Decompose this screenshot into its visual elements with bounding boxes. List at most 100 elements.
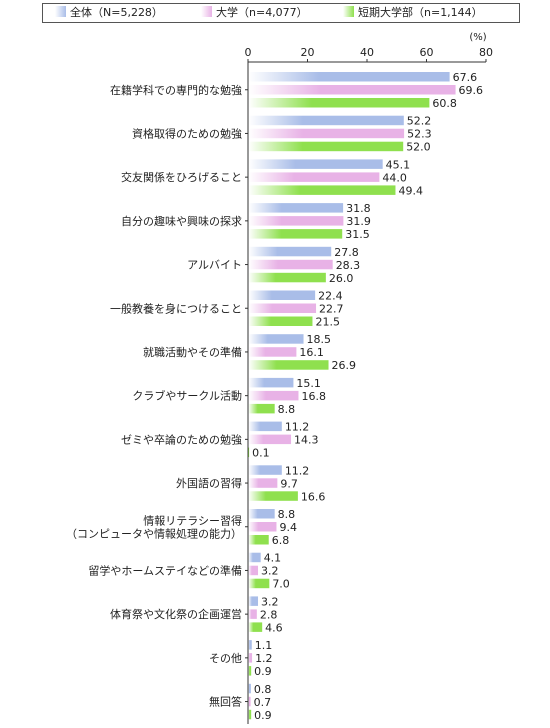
bar-junior-college [248,622,263,632]
bar-all [248,465,282,475]
bar-university [248,85,456,95]
value-label-junior-college: 4.6 [265,621,283,634]
value-label-university: 22.7 [319,303,344,316]
bar-all [248,596,259,606]
bar-all [248,552,261,563]
bar-university [248,653,253,663]
bar-junior-college [248,709,252,720]
value-label-junior-college: 49.4 [398,184,423,197]
bar-university [248,303,317,313]
bar-all [248,203,344,213]
value-label-junior-college: 26.0 [329,272,354,285]
bar-junior-college [248,491,298,501]
value-label-university: 16.8 [301,390,326,403]
bar-junior-college [248,272,326,283]
bar-university [248,434,292,445]
bar-university [248,172,380,182]
value-label-university: 1.2 [255,652,273,665]
value-label-university: 16.1 [299,346,324,359]
bar-university [248,696,251,707]
bar-junior-college [248,316,313,326]
category-label: 留学やホームステイなどの準備 [88,563,242,577]
bar-all [248,290,316,300]
value-label-university: 9.7 [280,477,298,490]
value-label-junior-college: 26.9 [332,359,357,372]
category-label: クラブやサークル活動 [132,389,242,403]
value-label-all: 8.8 [278,508,296,521]
value-label-university: 14.3 [294,434,319,447]
x-tick-label: 20 [301,46,315,59]
bar-junior-college [248,403,275,414]
value-label-junior-college: 7.0 [272,578,290,591]
bar-all [248,115,404,126]
category-label: 在籍学科での専門的な勉強 [110,83,242,97]
legend-item-university: 大学（n=4,077） [201,6,308,20]
category-label: 情報リテラシー習得 [143,514,242,527]
bar-university [248,609,257,619]
category-label: 一般教養を身につけること [110,301,242,315]
value-label-all: 18.5 [307,333,332,346]
category-label: その他 [209,652,242,665]
x-tick-label: 60 [420,46,434,59]
value-label-all: 31.8 [346,202,371,215]
bar-all [248,683,251,694]
value-label-junior-college: 8.8 [278,403,296,416]
unit-label: (%) [469,32,486,43]
bar-university [248,390,299,401]
value-label-junior-college: 0.9 [254,709,271,722]
value-label-junior-college: 0.1 [252,447,270,460]
legend-item-all: 全体（N=5,228） [55,6,163,20]
bar-university [248,565,259,576]
value-label-junior-college: 6.8 [272,534,290,547]
bar-junior-college [248,666,252,676]
category-label: 資格取得のための勉強 [132,126,242,140]
legend-label-university: 大学（n=4,077） [216,6,308,19]
value-label-junior-college: 0.9 [254,665,271,678]
value-label-university: 3.2 [261,565,279,578]
bar-junior-college [248,535,269,545]
value-label-all: 11.2 [285,421,310,434]
x-tick-label: 80 [479,46,493,59]
bar-university [248,128,405,139]
value-label-all: 27.8 [334,246,359,259]
bar-junior-college [248,447,250,458]
value-label-university: 44.0 [382,171,407,184]
bar-all [248,377,294,388]
category-label: アルバイト [187,259,242,272]
category-label: 就職活動やその準備 [143,345,242,359]
value-label-all: 11.2 [285,464,310,477]
bar-all [248,159,383,169]
bar-university [248,347,297,357]
bar-all [248,334,304,344]
legend-swatch-junior-college [343,6,354,17]
x-tick-label: 40 [360,46,374,59]
category-label: ゼミや卒論のための勉強 [121,432,242,446]
value-label-all: 45.1 [386,158,411,171]
value-label-all: 4.1 [264,552,282,565]
value-label-all: 0.8 [254,683,272,696]
category-label: （コンピュータや情報処理の能力） [66,526,242,540]
bar-all [248,72,450,82]
value-label-university: 28.3 [336,259,361,272]
value-label-all: 52.2 [407,115,432,128]
value-label-junior-college: 16.6 [301,490,326,503]
bar-university [248,259,333,270]
category-label: 無回答 [209,695,242,709]
value-label-all: 22.4 [318,290,343,303]
category-label: 自分の趣味や興味の探求 [121,214,242,228]
value-label-all: 15.1 [296,377,321,390]
value-label-all: 3.2 [261,595,279,608]
category-label: 体育祭や文化祭の企画運営 [110,607,242,621]
legend-label-junior-college: 短期大学部（n=1,144） [358,6,483,19]
bar-all [248,640,252,650]
bar-all [248,421,282,432]
value-label-junior-college: 60.8 [432,97,457,110]
legend-swatch-all [55,6,66,17]
value-label-all: 1.1 [255,639,273,652]
value-label-junior-college: 31.5 [345,228,370,241]
category-label: 交友関係をひろげること [121,170,242,184]
value-label-junior-college: 21.5 [315,316,340,329]
bar-university [248,522,277,532]
legend-label-all: 全体（N=5,228） [70,6,163,19]
bar-junior-college [248,185,396,195]
